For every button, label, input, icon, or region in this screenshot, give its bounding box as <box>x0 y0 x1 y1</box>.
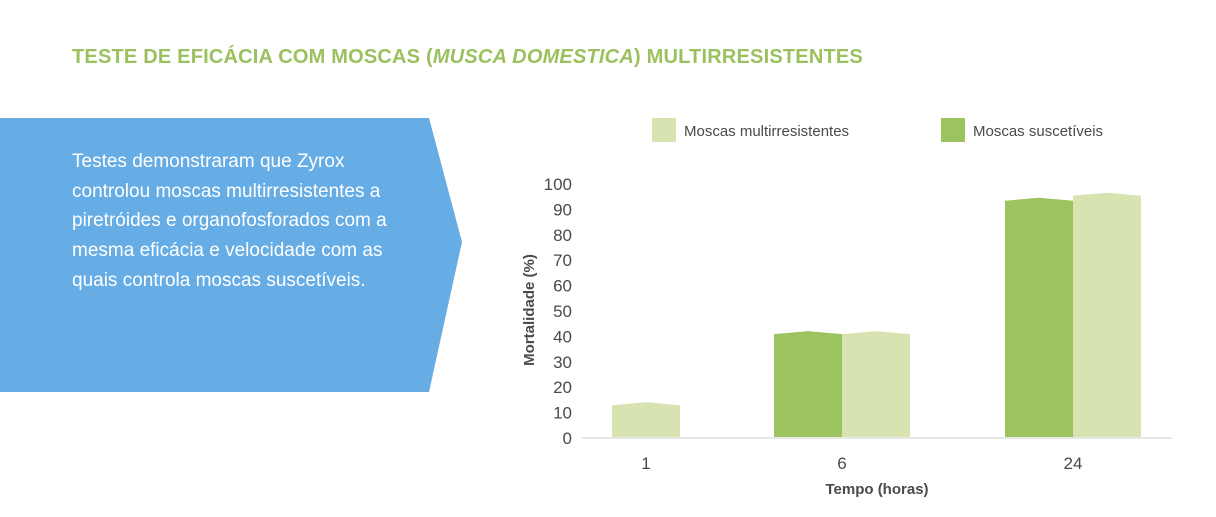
x-tick-label: 24 <box>1064 454 1083 473</box>
y-tick-label: 30 <box>553 353 572 372</box>
info-banner <box>0 118 462 392</box>
y-tick-label: 80 <box>553 226 572 245</box>
bar-suscetiveis <box>1005 197 1073 437</box>
bar-multirresistentes <box>842 331 910 437</box>
y-tick-label: 0 <box>563 429 572 448</box>
y-tick-label: 40 <box>553 327 572 346</box>
y-axis-label: Mortalidade (%) <box>521 254 538 366</box>
y-tick-label: 20 <box>553 378 572 397</box>
legend-label: Moscas suscetíveis <box>973 123 1103 140</box>
y-tick-label: 10 <box>553 404 572 423</box>
y-tick-label: 70 <box>553 251 572 270</box>
page-title: TESTE DE EFICÁCIA COM MOSCAS (MUSCA DOME… <box>72 46 863 69</box>
legend-swatch <box>652 118 676 142</box>
title-suffix: ) MULTIRRESISTENTES <box>633 46 863 68</box>
x-axis-label: Tempo (horas) <box>825 481 928 498</box>
y-tick-label: 100 <box>544 175 572 194</box>
legend-label: Moscas multirresistentes <box>684 123 849 140</box>
bar-multirresistentes <box>612 402 680 437</box>
bar-multirresistentes <box>1073 192 1141 437</box>
y-tick-label: 60 <box>553 277 572 296</box>
y-tick-label: 50 <box>553 302 572 321</box>
banner-text: Testes demonstraram que Zyrox controlou … <box>72 151 387 291</box>
title-prefix: TESTE DE EFICÁCIA COM MOSCAS ( <box>72 46 433 68</box>
y-tick-label: 90 <box>553 200 572 219</box>
bar-suscetiveis <box>774 331 842 437</box>
x-tick-label: 1 <box>641 454 650 473</box>
legend-swatch <box>941 118 965 142</box>
title-italic: MUSCA DOMESTICA <box>432 46 634 68</box>
x-tick-label: 6 <box>837 454 846 473</box>
